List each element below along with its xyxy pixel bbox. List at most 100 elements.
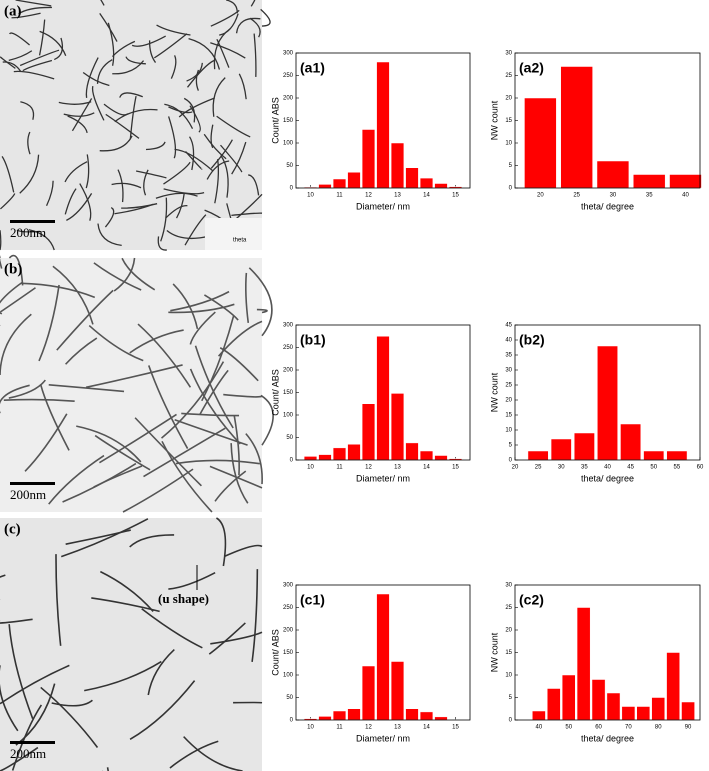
nanowire <box>172 283 199 330</box>
scale-bar <box>10 220 55 223</box>
y-tick-label: 0 <box>509 186 513 192</box>
tem-image <box>0 518 262 771</box>
x-tick-label: 15 <box>452 193 459 199</box>
nanowire <box>99 135 133 152</box>
nanowire <box>220 155 229 198</box>
bar <box>361 129 376 189</box>
nanowire <box>223 544 263 558</box>
y-tick-label: 20 <box>505 398 512 404</box>
nanowire <box>15 0 52 7</box>
bar <box>633 174 666 189</box>
y-tick-label: 50 <box>286 695 293 701</box>
nanowire <box>48 454 105 505</box>
nanowire <box>9 32 30 46</box>
y-tick-label: 5 <box>509 443 513 449</box>
x-tick-label: 13 <box>394 193 401 199</box>
nanowire <box>249 17 261 38</box>
nanowire <box>66 193 93 221</box>
panel-label: (a) <box>4 3 22 19</box>
nanowire <box>51 699 93 707</box>
scale-bar <box>10 482 55 485</box>
bar <box>550 438 572 461</box>
nanowire <box>216 38 230 68</box>
bar <box>576 607 591 721</box>
bar <box>405 442 419 461</box>
nanowire <box>0 746 39 771</box>
y-tick-label: 200 <box>283 368 294 374</box>
nanowire <box>79 183 92 221</box>
x-tick-label: 35 <box>646 193 653 199</box>
nanowire <box>231 141 247 175</box>
nanowire <box>8 50 33 61</box>
nanowire <box>135 170 167 179</box>
nanowire <box>56 289 114 351</box>
nanowire <box>189 311 216 345</box>
nanowire <box>194 345 234 429</box>
annotation: (u shape) <box>158 591 209 606</box>
nanowire <box>183 97 196 123</box>
tem-image <box>0 258 262 512</box>
nanowire <box>137 323 192 388</box>
bar <box>681 701 695 721</box>
nanowire <box>260 394 274 446</box>
nanowire <box>0 55 16 69</box>
x-tick-label: 14 <box>423 725 430 731</box>
x-tick-label: 15 <box>452 725 459 731</box>
nanowire <box>183 736 243 771</box>
nanowire <box>188 136 195 171</box>
nanowire <box>208 622 246 655</box>
nanowire <box>238 73 247 100</box>
x-tick-label: 45 <box>627 465 634 471</box>
nanowire <box>175 459 260 465</box>
y-tick-label: 10 <box>505 673 512 679</box>
x-tick-label: 25 <box>535 465 542 471</box>
x-tick-label: 40 <box>536 725 543 731</box>
nanowire <box>168 106 193 114</box>
nanowire <box>230 443 249 504</box>
y-tick-label: 200 <box>283 628 294 634</box>
x-tick-label: 50 <box>565 725 572 731</box>
nanowire <box>245 272 250 323</box>
nanowire <box>107 22 115 66</box>
y-tick-label: 150 <box>283 118 294 124</box>
bar <box>376 593 390 721</box>
y-tick-label: 200 <box>283 96 294 102</box>
x-axis-label: theta/ degree <box>581 473 634 483</box>
nanowire <box>0 230 2 251</box>
nanowire <box>217 320 263 357</box>
nanowire <box>28 229 55 251</box>
y-tick-label: 30 <box>505 51 512 57</box>
nanowire <box>219 13 239 36</box>
nanowire <box>163 188 205 195</box>
nanowire <box>22 59 53 72</box>
x-tick-label: 25 <box>573 193 580 199</box>
scale-bar-label: 200nm <box>10 487 46 502</box>
bar <box>532 710 546 721</box>
nanowire <box>19 154 40 194</box>
nanowire <box>195 69 200 91</box>
bar <box>332 178 347 189</box>
nanowire <box>199 369 229 415</box>
y-tick-label: 50 <box>286 435 293 441</box>
x-tick-label: 11 <box>336 465 343 471</box>
bar <box>405 167 419 189</box>
nanowire <box>27 131 31 155</box>
y-tick-label: 0 <box>509 718 513 724</box>
nanowire <box>163 161 191 185</box>
nanowire <box>112 60 145 75</box>
nanowire <box>40 686 99 748</box>
bar <box>666 652 680 721</box>
y-tick-label: 10 <box>505 141 512 147</box>
bar <box>651 697 666 721</box>
nanowire <box>145 141 166 151</box>
nanowire <box>148 40 157 63</box>
nanowire <box>62 462 137 503</box>
bar <box>527 450 549 461</box>
x-tick-label: 40 <box>682 193 689 199</box>
x-tick-label: 80 <box>655 725 662 731</box>
chart-label: (b2) <box>519 332 545 348</box>
nanowire <box>105 113 140 139</box>
nanowire <box>210 631 263 645</box>
nanowire <box>2 61 22 72</box>
nanowire <box>85 57 99 98</box>
